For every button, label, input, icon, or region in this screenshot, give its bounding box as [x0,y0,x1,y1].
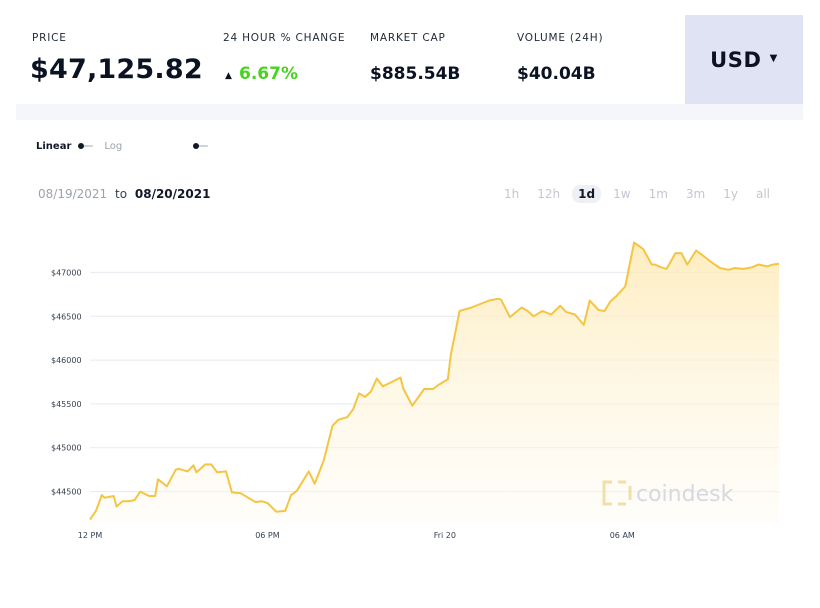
section-divider [16,104,803,120]
caret-down-icon: ▼ [769,53,778,64]
range-tab-1m[interactable]: 1m [648,187,668,201]
range-tab-1h[interactable]: 1h [504,187,520,201]
range-tab-all[interactable]: all [755,187,770,201]
volume-value: $40.04B [517,64,596,84]
scale-log-label[interactable]: Log [104,140,123,152]
price-area-fill [90,242,779,524]
price-line [89,241,780,521]
market-cap-value: $885.54B [370,64,461,84]
y-tick-label: $45500 [51,400,82,409]
range-tab-1w[interactable]: 1w [613,187,631,201]
coindesk-watermark: coindesk [602,480,734,507]
price-value: $47,125.82 [30,54,203,85]
x-tick-label: 06 PM [255,531,280,540]
y-tick-label: $47000 [51,268,82,277]
y-tick-label: $44500 [51,488,82,497]
range-tab-1d[interactable]: 1d [572,185,602,203]
currency-selector[interactable]: USD ▼ [685,15,803,104]
stats-header: PRICE $47,125.82 24 HOUR % CHANGE ▲ 6.67… [16,14,803,104]
date-range: 08/19/2021 to 08/20/2021 [38,187,210,201]
scale-linear-label[interactable]: Linear [36,140,72,152]
range-tab-1y[interactable]: 1y [723,187,738,201]
range-tab-12h[interactable]: 12h [537,187,561,201]
market-cap-label: MARKET CAP [370,32,446,44]
watermark-text: coindesk [636,482,734,507]
scale-toggle-row: Linear Log [36,139,122,153]
range-tab-3m[interactable]: 3m [685,187,706,201]
x-tick-label: Fri 20 [434,531,456,540]
y-tick-label: $45000 [51,444,82,453]
coindesk-logo-icon [602,480,632,506]
date-start: 08/19/2021 [38,187,108,201]
time-range-tabs: 1h 12h 1d 1w 1m 3m 1y all [492,185,776,203]
date-to: to [115,187,128,201]
date-end: 08/20/2021 [134,187,211,201]
volume-label: VOLUME (24H) [517,32,604,44]
change-up-arrow-icon: ▲ [225,71,232,81]
x-tick-label: 12 PM [78,531,103,540]
change-value: 6.67% [239,64,298,84]
change-label: 24 HOUR % CHANGE [223,32,346,44]
price-label: PRICE [32,32,67,44]
y-tick-label: $46500 [51,312,82,321]
x-tick-label: 06 AM [610,531,635,540]
y-tick-label: $46000 [51,356,82,365]
currency-label: USD [710,47,762,72]
scale-toggle-switch[interactable] [78,143,94,149]
secondary-toggle-switch[interactable] [193,143,209,149]
